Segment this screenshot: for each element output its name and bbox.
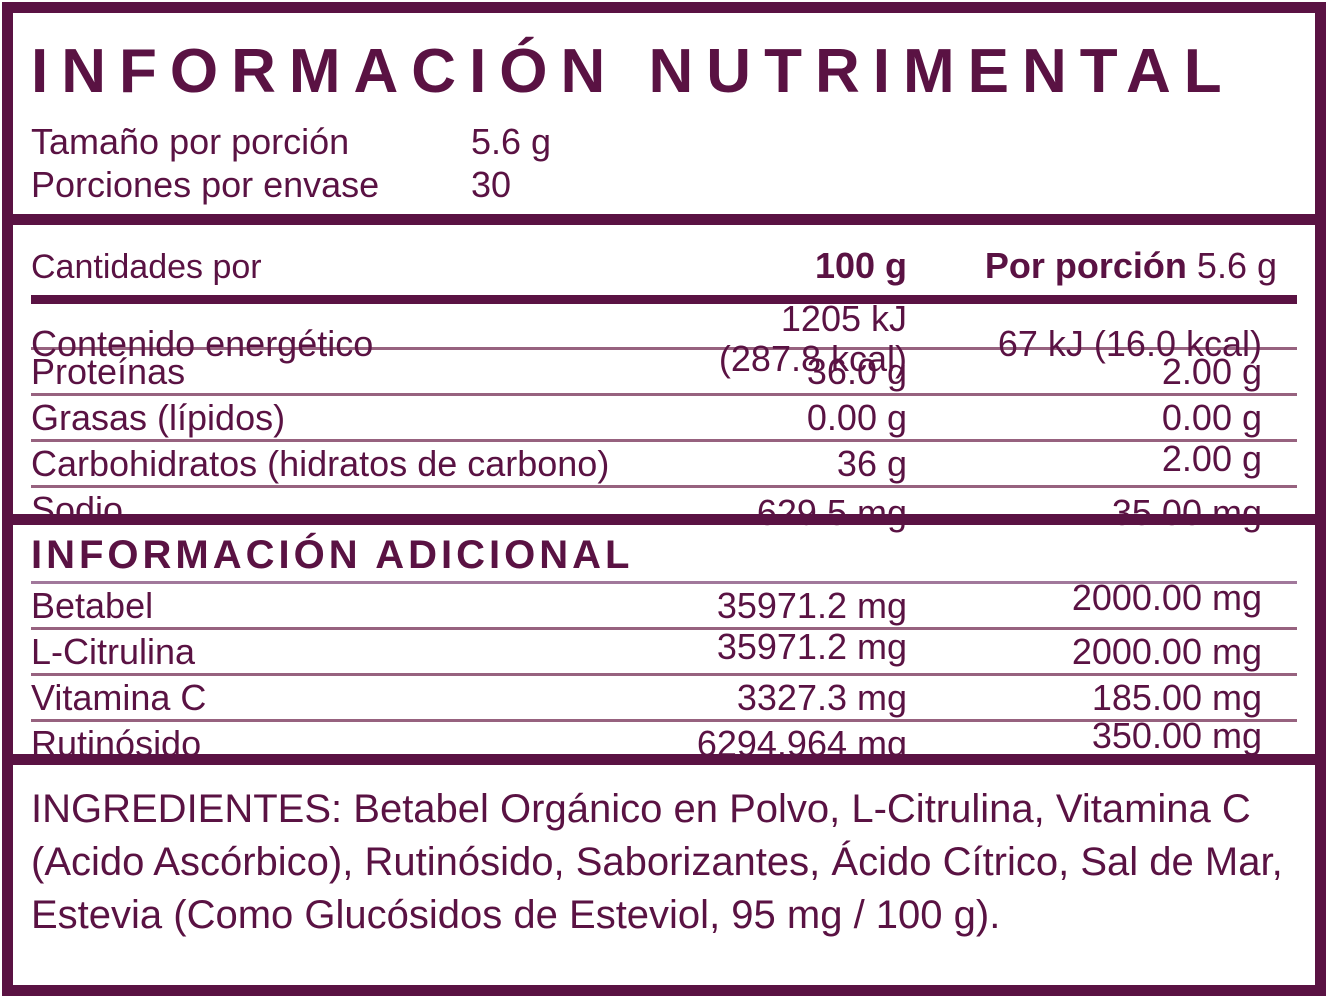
table-row: Betabel 35971.2 mg 2000.00 mg	[31, 577, 1297, 630]
ingredient-value-100g: 6294.964 mg	[696, 722, 907, 764]
ingredient-label: Rutinósido	[31, 722, 202, 764]
amounts-table-section: Cantidades por 100 g Por porción 5.6 g Co…	[2, 214, 1326, 532]
column-header-portion-label: Por porción	[984, 245, 1187, 286]
nutrient-value-portion: 2.00 g	[1161, 350, 1262, 392]
nutrient-value-100g: 36.0 g	[806, 350, 907, 392]
ingredient-value-100g: 35971.2 mg	[716, 584, 907, 626]
table-row: Rutinósido 6294.964 mg 350.00 mg	[31, 715, 1297, 765]
table-row: L-Citrulina 35971.2 mg 2000.00 mg	[31, 625, 1297, 676]
ingredient-value-100g: 35971.2 mg	[716, 625, 907, 667]
nutrient-value-portion: 35.00 mg	[1111, 491, 1262, 533]
amounts-header-label: Cantidades por	[31, 248, 262, 286]
nutrient-value-100g: 0.00 g	[806, 396, 907, 438]
nutrient-value-portion: 0.00 g	[1161, 396, 1262, 438]
nutrient-value-100g: 1205 kJ (287.8 kcal)	[718, 298, 907, 379]
additional-info-title: INFORMACIÓN ADICIONAL	[31, 529, 1297, 584]
ingredients-text: INGREDIENTES: Betabel Orgánico en Polvo,…	[31, 787, 1283, 937]
serving-size-row: Tamaño por porción 5.6 g	[31, 120, 1297, 163]
column-header-portion: Por porción 5.6 g	[907, 245, 1297, 287]
servings-per-container-value: 30	[471, 164, 512, 206]
servings-per-container-label: Porciones por envase	[31, 164, 380, 206]
table-row: Sodio 629.5 mg 35.00 mg	[31, 488, 1297, 533]
table-row: Carbohidratos (hidratos de carbono) 36 g…	[31, 437, 1297, 488]
table-row: Proteínas 36.0 g 2.00 g	[31, 350, 1297, 396]
serving-size-label: Tamaño por porción	[31, 121, 350, 163]
ingredient-value-100g: 3327.3 mg	[736, 676, 907, 718]
additional-info-section: INFORMACIÓN ADICIONAL Betabel 35971.2 mg…	[2, 514, 1326, 765]
nutrient-value-100g: 629.5 mg	[756, 491, 907, 533]
nutrition-label-header-section: INFORMACIÓN NUTRIMENTAL Tamaño por porci…	[2, 2, 1326, 225]
nutrient-label: Contenido energético	[31, 323, 374, 364]
serving-info: Tamaño por porción 5.6 g Porciones por e…	[31, 120, 1297, 206]
servings-per-container-row: Porciones por envase 30	[31, 163, 1297, 206]
ingredient-label: Vitamina C	[31, 676, 207, 718]
ingredient-label: Betabel	[31, 584, 154, 626]
nutrient-value-100g: 36 g	[836, 442, 907, 484]
serving-size-value: 5.6 g	[471, 121, 552, 163]
nutrient-label: Proteínas	[31, 350, 186, 392]
nutrient-label: Sodio	[31, 488, 124, 530]
nutrient-label: Grasas (lípidos)	[31, 396, 286, 438]
ingredient-value-portion: 2000.00 mg	[1071, 576, 1262, 618]
amounts-table-header: Cantidades por 100 g Por porción 5.6 g	[31, 229, 1297, 304]
nutrient-label: Carbohidratos (hidratos de carbono)	[31, 442, 610, 484]
table-row: Vitamina C 3327.3 mg 185.00 mg	[31, 676, 1297, 722]
page-title: INFORMACIÓN NUTRIMENTAL	[31, 37, 1235, 106]
nutrient-value-portion: 2.00 g	[1161, 437, 1262, 479]
column-header-portion-value: 5.6 g	[1196, 245, 1277, 286]
table-row: Contenido energético 1205 kJ (287.8 kcal…	[31, 299, 1297, 379]
ingredient-value-portion: 350.00 mg	[1091, 714, 1262, 756]
column-header-100g: 100 g	[814, 245, 907, 286]
table-row: Grasas (lípidos) 0.00 g 0.00 g	[31, 396, 1297, 442]
ingredient-value-portion: 185.00 mg	[1091, 676, 1262, 718]
nutrient-value-portion: 67 kJ (16.0 kcal)	[997, 323, 1262, 364]
ingredients-section: INGREDIENTES: Betabel Orgánico en Polvo,…	[2, 754, 1326, 996]
ingredient-value-portion: 2000.00 mg	[1071, 630, 1262, 672]
ingredient-label: L-Citrulina	[31, 630, 196, 672]
